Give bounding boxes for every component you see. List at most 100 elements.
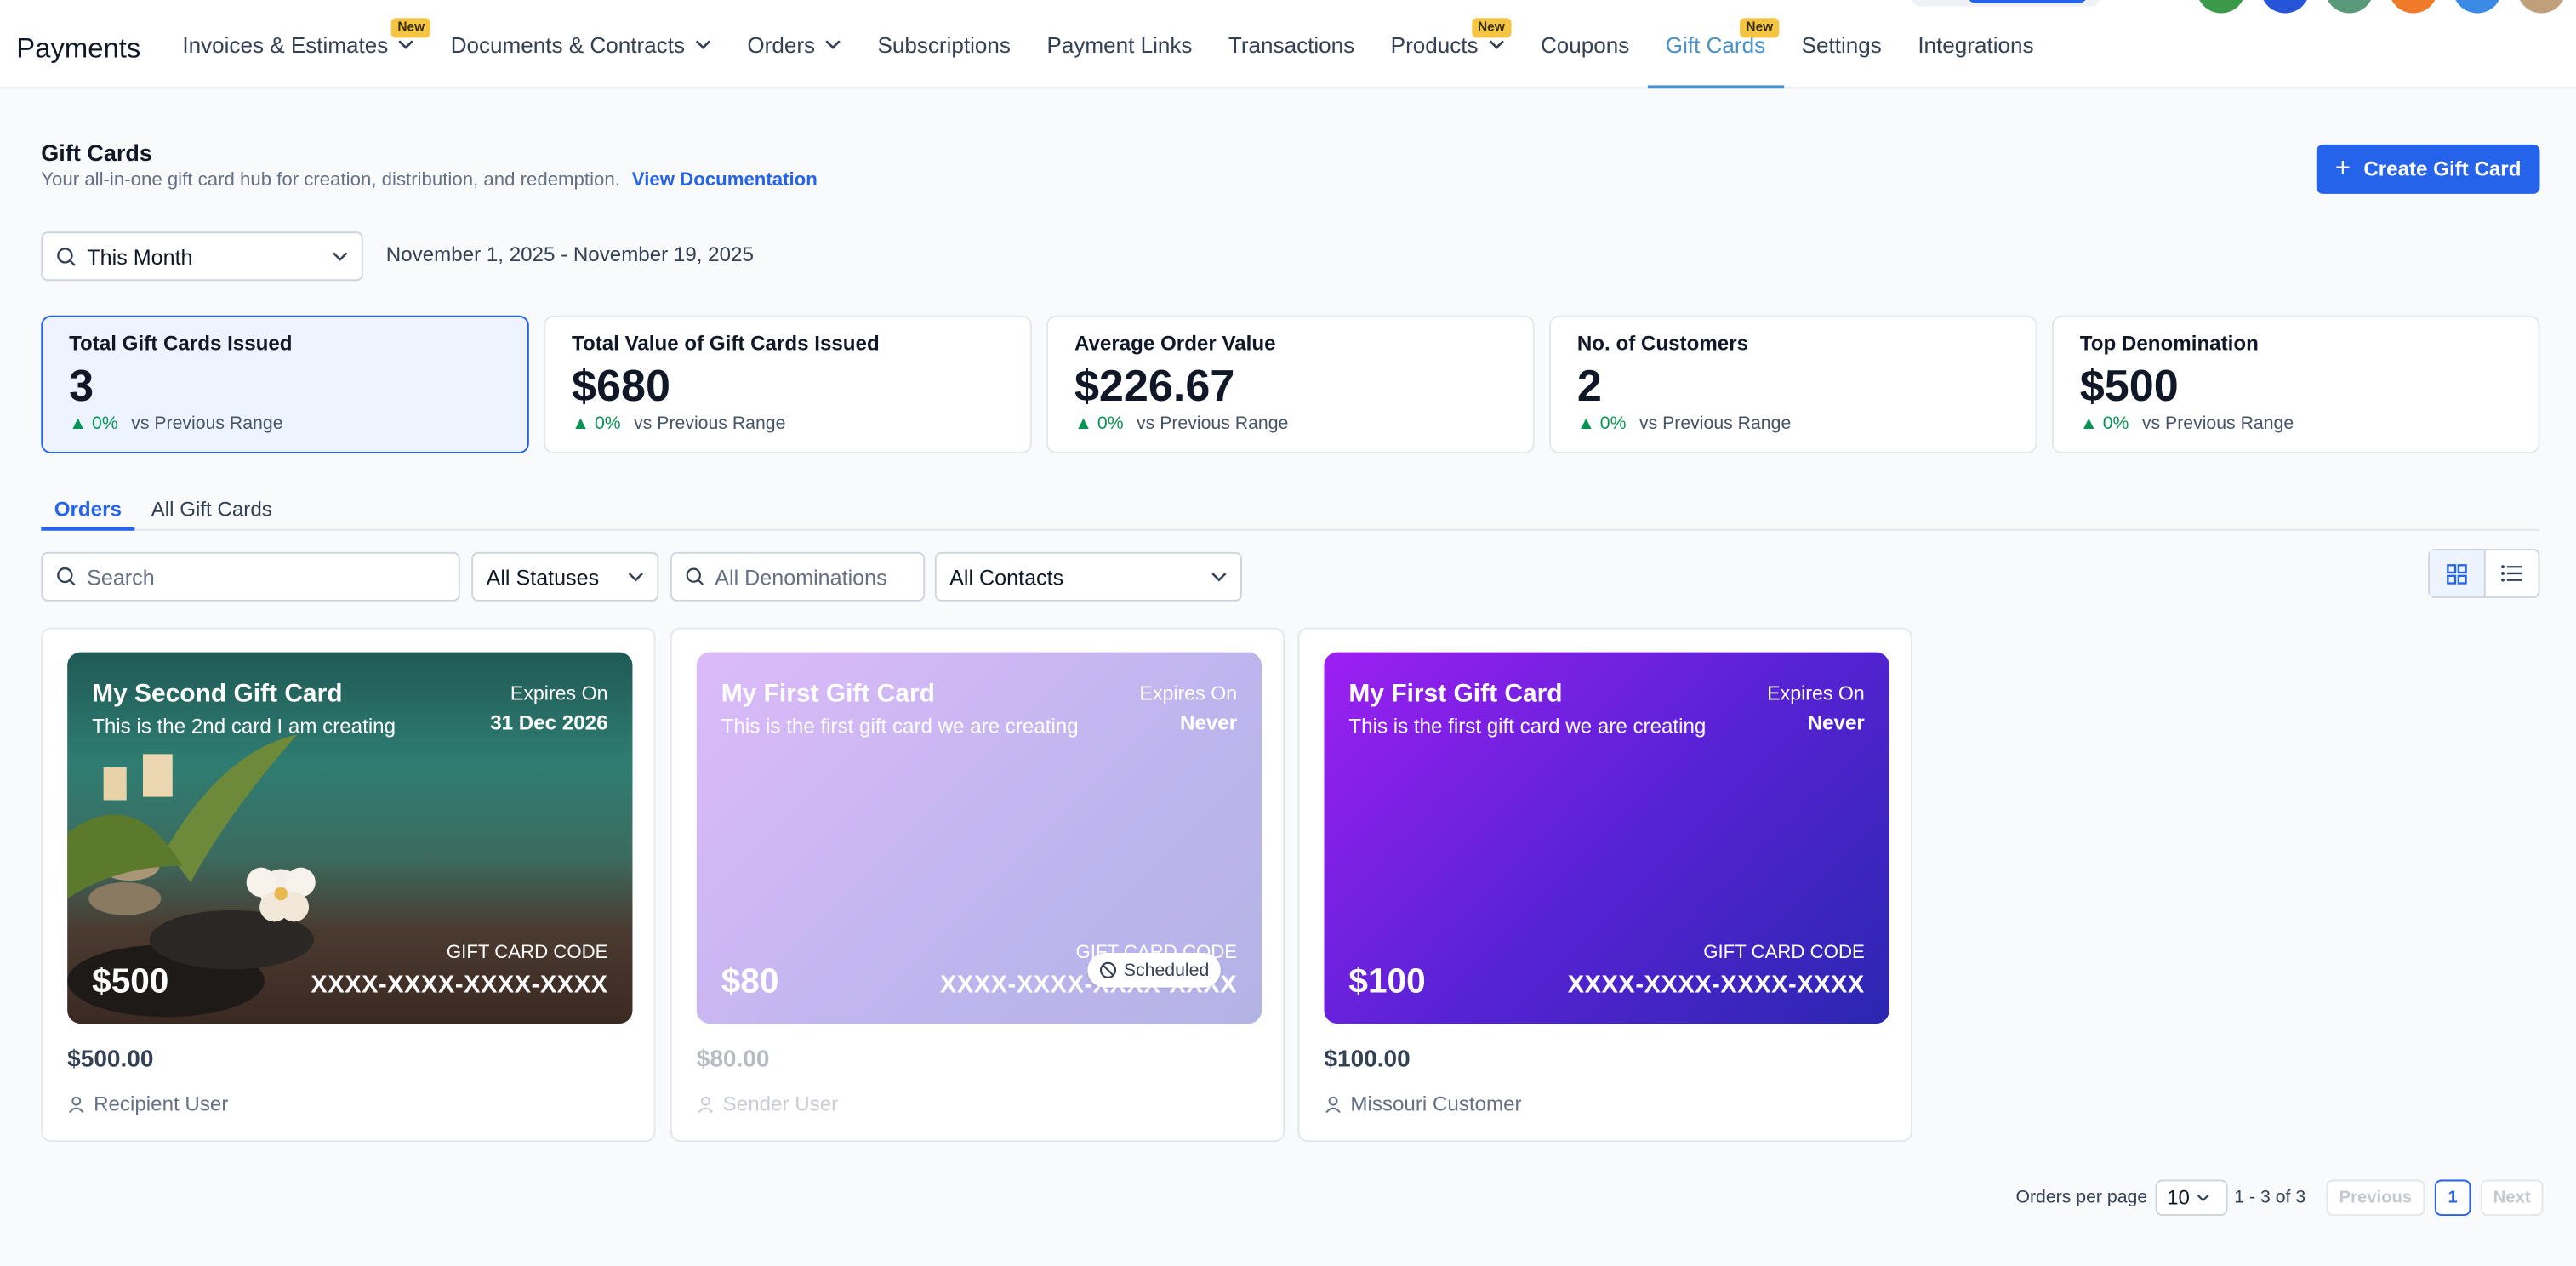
stat-card-total-value[interactable]: Total Value of Gift Cards Issued $680 ▲ …: [544, 315, 1032, 453]
per-page-value: 10: [2167, 1186, 2190, 1210]
chevron-down-icon: [695, 40, 710, 49]
nav-label: Invoices & Estimates: [182, 31, 389, 57]
chevron-down-icon: [1489, 40, 1504, 49]
gift-card-image: My First Gift Card This is the first gif…: [1324, 652, 1889, 1024]
nav-settings[interactable]: Settings: [1783, 0, 1900, 88]
per-page-label: Orders per page: [2015, 1188, 2148, 1208]
stat-compare: vs Previous Range: [131, 413, 283, 434]
stat-delta: ▲ 0% vs Previous Range: [69, 414, 501, 434]
gift-card-code-label: GIFT CARD CODE: [446, 943, 608, 963]
date-range-select[interactable]: This Month: [41, 231, 363, 282]
nav-transactions[interactable]: Transactions: [1211, 0, 1373, 88]
create-gift-card-button[interactable]: + Create Gift Card: [2316, 144, 2540, 194]
page-number-button[interactable]: 1: [2434, 1179, 2471, 1217]
view-documentation-link[interactable]: View Documentation: [631, 170, 818, 191]
new-badge: New: [1471, 18, 1512, 38]
stat-delta: ▲ 0% vs Previous Range: [1074, 414, 1507, 434]
avatar[interactable]: [2388, 0, 2438, 14]
nav-integrations[interactable]: Integrations: [1900, 0, 2052, 88]
gift-card-price: $80: [721, 962, 779, 1001]
contacts-select[interactable]: All Contacts: [934, 551, 1242, 602]
chevron-down-icon: [1211, 573, 1227, 582]
gift-card-code: XXXX-XXXX-XXXX-XXXX: [311, 971, 608, 1000]
create-gift-card-label: Create Gift Card: [2363, 157, 2522, 181]
header-toggle[interactable]: [1910, 0, 2101, 7]
stat-compare: vs Previous Range: [2141, 413, 2294, 434]
header-toggle-knob: [1966, 0, 2089, 3]
page-subtitle: Your all-in-one gift card hub for creati…: [41, 171, 818, 191]
denomination-field[interactable]: [670, 551, 926, 602]
plus-icon: +: [2334, 154, 2351, 183]
page-title: Gift Cards: [41, 140, 152, 167]
stat-card-top-denomination[interactable]: Top Denomination $500 ▲ 0% vs Previous Ra…: [2051, 315, 2540, 453]
trend-up-icon: ▲ 0%: [69, 413, 118, 434]
search-icon: [57, 247, 76, 265]
nav-label: Coupons: [1540, 31, 1630, 57]
gift-card-image: My Second Gift Card This is the 2nd card…: [67, 652, 633, 1024]
top-nav: Payments Invoices & Estimates New Docume…: [0, 0, 2576, 89]
stat-card-average-order[interactable]: Average Order Value $226.67 ▲ 0% vs Previ…: [1046, 315, 1535, 453]
gift-card-item[interactable]: My First Gift Card This is the first gif…: [1297, 627, 1912, 1143]
nav-gift-cards[interactable]: Gift Cards New: [1647, 0, 1784, 89]
denomination-input[interactable]: [715, 564, 910, 590]
nav-coupons[interactable]: Coupons: [1523, 0, 1648, 88]
gift-card-code: XXXX-XXXX-XXXX-XXXX: [1567, 971, 1865, 1000]
content-tabs: Orders All Gift Cards: [41, 493, 2540, 531]
stat-title: Total Value of Gift Cards Issued: [572, 332, 880, 356]
contacts-select-value: All Contacts: [949, 564, 1064, 590]
nav-products[interactable]: Products New: [1372, 0, 1522, 88]
gift-card-item[interactable]: My First Gift Card This is the first gif…: [670, 627, 1285, 1143]
user-icon: [69, 1095, 84, 1113]
gift-card-description: This is the first gift card we are creat…: [721, 715, 1079, 738]
stat-value: $680: [572, 361, 671, 411]
stat-compare: vs Previous Range: [634, 413, 786, 434]
avatar[interactable]: [2260, 0, 2311, 14]
gift-card-code-label: GIFT CARD CODE: [1703, 943, 1865, 963]
nav-tabs: Invoices & Estimates New Documents & Con…: [164, 0, 2052, 89]
chevron-down-icon: [2197, 1194, 2209, 1202]
search-input[interactable]: [87, 564, 446, 590]
user-icon: [1325, 1095, 1341, 1113]
stat-card-total-issued[interactable]: Total Gift Cards Issued 3 ▲ 0% vs Previou…: [41, 315, 529, 453]
nav-payment-links[interactable]: Payment Links: [1029, 0, 1210, 88]
stat-compare: vs Previous Range: [1638, 413, 1792, 434]
trend-up-icon: ▲ 0%: [572, 413, 621, 434]
nav-label: Transactions: [1228, 31, 1355, 57]
status-select[interactable]: All Statuses: [471, 551, 659, 602]
chevron-down-icon: [628, 573, 643, 582]
stat-delta: ▲ 0% vs Previous Range: [2080, 414, 2512, 434]
list-icon: [2500, 565, 2522, 582]
tab-all-gift-cards[interactable]: All Gift Cards: [151, 498, 272, 522]
nav-invoices-estimates[interactable]: Invoices & Estimates New: [164, 0, 432, 88]
list-view-button[interactable]: [2485, 550, 2539, 596]
gift-card-description: This is the first gift card we are creat…: [1348, 715, 1707, 738]
gift-card-item[interactable]: My Second Gift Card This is the 2nd card…: [41, 627, 656, 1143]
status-badge-label: Scheduled: [1123, 960, 1210, 980]
nav-documents-contracts[interactable]: Documents & Contracts: [432, 0, 729, 88]
nav-orders[interactable]: Orders: [729, 0, 859, 88]
search-field[interactable]: [41, 551, 460, 602]
gift-card-name: My First Gift Card: [1348, 680, 1563, 709]
avatar[interactable]: [2516, 0, 2567, 14]
date-range-value: This Month: [87, 243, 193, 269]
tab-orders[interactable]: Orders: [41, 493, 135, 531]
nav-label: Settings: [1801, 31, 1882, 57]
new-badge: New: [390, 18, 431, 38]
trend-up-icon: ▲ 0%: [2079, 413, 2129, 434]
order-amount: $100.00: [1324, 1046, 1411, 1074]
gift-card-name: My Second Gift Card: [92, 680, 343, 709]
avatar[interactable]: [2324, 0, 2374, 14]
expires-value: Never: [1180, 711, 1238, 735]
nav-subscriptions[interactable]: Subscriptions: [859, 0, 1029, 88]
chevron-down-icon: [825, 40, 841, 49]
stat-card-customers[interactable]: No. of Customers 2 ▲ 0% vs Previous Range: [1549, 315, 2037, 453]
per-page-select[interactable]: 10: [2155, 1179, 2228, 1217]
grid-view-button[interactable]: [2430, 550, 2485, 596]
avatar[interactable]: [2453, 0, 2503, 14]
avatar[interactable]: [2196, 0, 2246, 14]
previous-page-button[interactable]: Previous: [2326, 1179, 2425, 1217]
trend-up-icon: ▲ 0%: [1074, 413, 1124, 434]
next-page-button[interactable]: Next: [2480, 1179, 2544, 1217]
expires-value: Never: [1807, 711, 1865, 735]
nav-label: Integrations: [1918, 31, 2034, 57]
